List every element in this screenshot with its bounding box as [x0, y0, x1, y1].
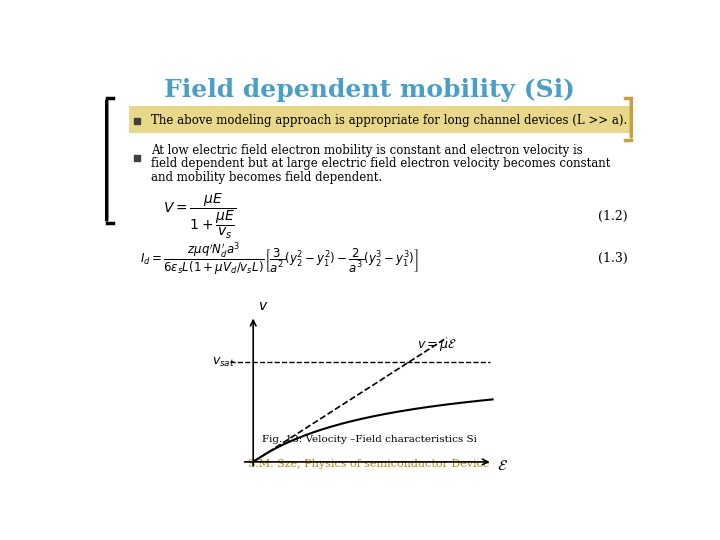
Text: $v_{sat}$: $v_{sat}$: [212, 356, 235, 369]
Text: The above modeling approach is appropriate for long channel devices (L >> a).: The above modeling approach is appropria…: [151, 114, 628, 127]
Text: (1.2): (1.2): [598, 210, 627, 223]
Text: Fig. 13: Velocity –Field characteristics Si: Fig. 13: Velocity –Field characteristics…: [261, 435, 477, 443]
Text: $I_d = \dfrac{z\mu q^{\prime} N_d^{\prime} a^3}{6\varepsilon_s L(1+\mu V_d/v_s L: $I_d = \dfrac{z\mu q^{\prime} N_d^{\prim…: [140, 240, 419, 276]
Text: Field dependent mobility (Si): Field dependent mobility (Si): [163, 78, 575, 102]
Text: $\mathcal{E}$: $\mathcal{E}$: [497, 459, 508, 473]
Text: At low electric field electron mobility is constant and electron velocity is: At low electric field electron mobility …: [151, 144, 583, 157]
Text: $V = \dfrac{\mu E}{1+\dfrac{\mu E}{v_s}}$: $V = \dfrac{\mu E}{1+\dfrac{\mu E}{v_s}}…: [163, 192, 236, 241]
Text: (1.3): (1.3): [598, 252, 628, 265]
Text: $v = \mu \mathcal{E}$: $v = \mu \mathcal{E}$: [418, 337, 457, 353]
Text: field dependent but at large electric field electron velocity becomes constant: field dependent but at large electric fi…: [151, 157, 611, 170]
FancyBboxPatch shape: [129, 106, 631, 133]
Text: S.M. Sze, Physics of semiconductor Device: S.M. Sze, Physics of semiconductor Devic…: [248, 459, 490, 469]
Text: and mobility becomes field dependent.: and mobility becomes field dependent.: [151, 171, 382, 184]
Text: $v$: $v$: [258, 299, 268, 313]
